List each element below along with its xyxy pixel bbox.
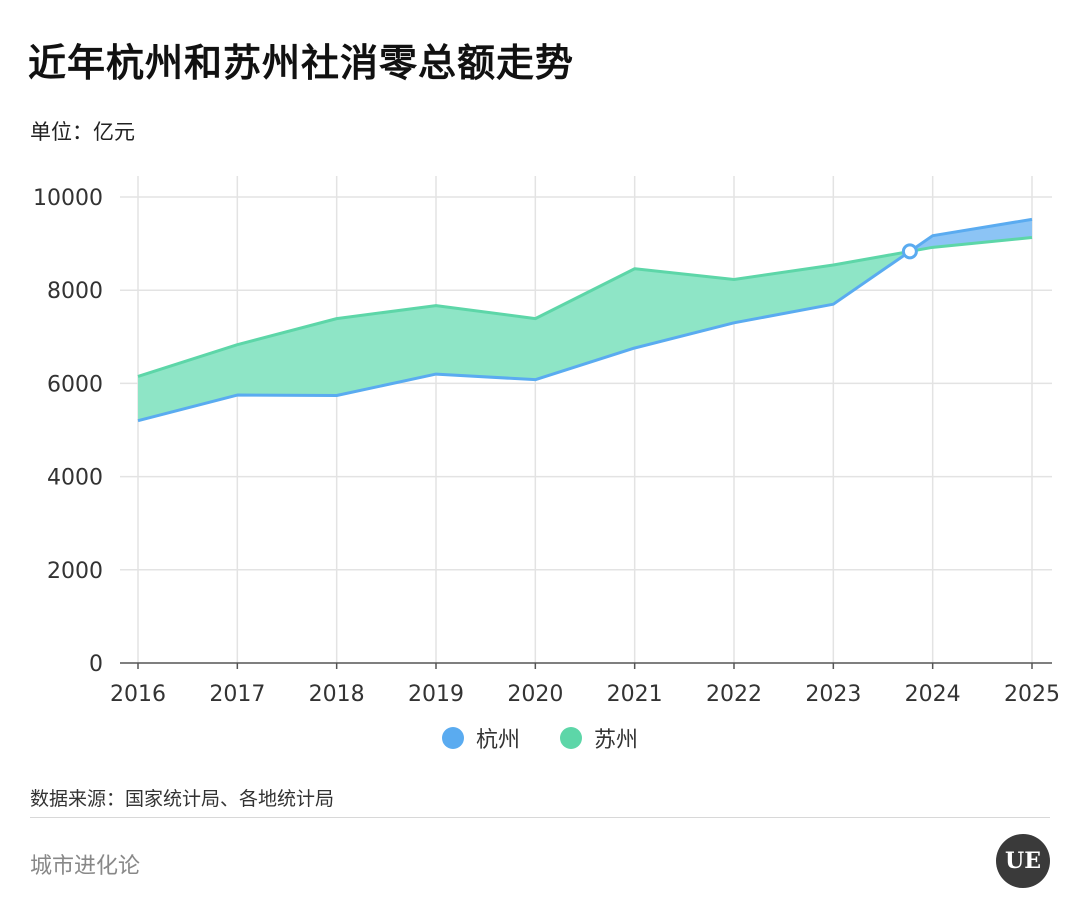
x-tick-label-2023: 2023 bbox=[805, 682, 861, 707]
y-tick-label-2000: 2000 bbox=[47, 559, 103, 584]
chart-svg: 0 2000 4000 6000 8000 10000 2016 2017 2018 2019 20… bbox=[33, 176, 1060, 707]
area-hangzhou-ahead bbox=[909, 219, 1032, 252]
crossover-marker bbox=[901, 243, 918, 260]
y-tick-label-0: 0 bbox=[89, 652, 103, 677]
legend-label-suzhou: 苏州 bbox=[594, 728, 639, 753]
x-tick-label-2019: 2019 bbox=[408, 682, 464, 707]
legend-item-suzhou[interactable]: 苏州 bbox=[560, 722, 638, 754]
legend-item-hangzhou[interactable]: 杭州 bbox=[441, 722, 520, 754]
grid-lines bbox=[120, 176, 1052, 663]
area-suzhou-ahead bbox=[138, 251, 910, 421]
axes: 0 2000 4000 6000 8000 10000 2016 2017 2018 2019 20… bbox=[33, 186, 1060, 707]
y-tick-label-8000: 8000 bbox=[47, 279, 103, 304]
data-source: 数据来源：国家统计局、各地统计局 bbox=[30, 788, 335, 810]
line-suzhou bbox=[137, 236, 1033, 378]
x-tick-label-2021: 2021 bbox=[607, 682, 663, 707]
footer-divider bbox=[30, 817, 1050, 818]
y-tick-label-4000: 4000 bbox=[47, 466, 103, 491]
x-tick-label-2018: 2018 bbox=[309, 682, 365, 707]
x-tick-label-2022: 2022 bbox=[706, 682, 762, 707]
legend-dot-suzhou bbox=[560, 727, 582, 749]
x-tick-label-2025: 2025 bbox=[1004, 682, 1060, 707]
chart-title: 近年杭州和苏州社消零总额走势 bbox=[28, 41, 575, 85]
difference-areas bbox=[138, 219, 1032, 421]
x-tick-label-2024: 2024 bbox=[905, 682, 961, 707]
x-tick-label-2017: 2017 bbox=[209, 682, 265, 707]
legend-dot-hangzhou bbox=[441, 727, 464, 749]
brand-logo: UE bbox=[996, 834, 1050, 888]
line-hangzhou bbox=[137, 217, 1033, 423]
y-tick-label-10000: 10000 bbox=[33, 186, 103, 211]
x-tick-label-2020: 2020 bbox=[507, 682, 563, 707]
series-lines bbox=[137, 217, 1033, 423]
y-tick-label-6000: 6000 bbox=[47, 372, 103, 397]
brand-name: 城市进化论 bbox=[30, 854, 141, 879]
x-tick-label-2016: 2016 bbox=[110, 682, 166, 707]
unit-label: 单位：亿元 bbox=[30, 120, 135, 144]
markers bbox=[901, 243, 918, 260]
legend: 杭州 苏州 bbox=[0, 722, 1080, 754]
legend-label-hangzhou: 杭州 bbox=[475, 728, 520, 753]
